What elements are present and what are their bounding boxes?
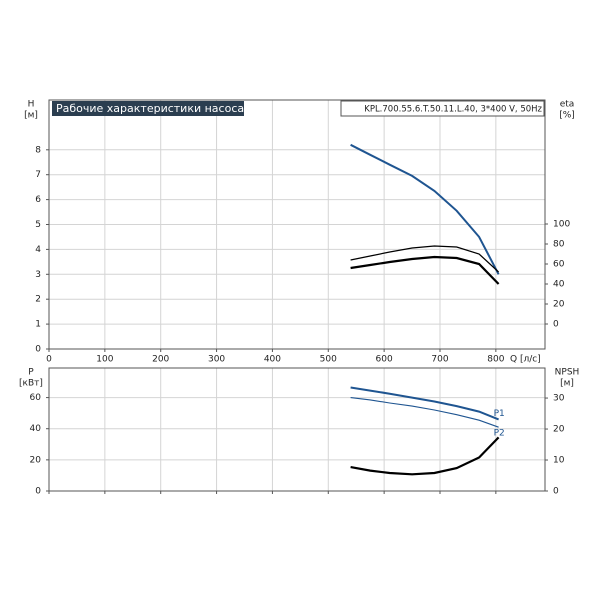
curve <box>350 436 500 476</box>
curve <box>350 386 499 421</box>
y2-tick-label: 0 <box>553 487 559 497</box>
x-tick-label: 600 <box>376 355 393 365</box>
curve <box>350 245 500 273</box>
y2-axis-label: eta <box>560 100 575 110</box>
curve <box>350 255 500 285</box>
curve <box>350 143 500 275</box>
y2-axis-label: NPSH <box>555 368 580 378</box>
y-tick-label: 20 <box>30 455 42 465</box>
y-tick-label: 0 <box>35 345 41 355</box>
title-box <box>52 101 244 116</box>
y-tick-label: 6 <box>35 195 41 205</box>
y-axis-label: P <box>28 368 34 378</box>
y-tick-label: 1 <box>35 320 41 330</box>
x-tick-label: 200 <box>152 355 169 365</box>
x-tick-label: 0 <box>46 355 52 365</box>
y-axis-unit: [м] <box>24 111 38 121</box>
series-label: P2 <box>494 429 505 439</box>
y-tick-label: 0 <box>35 487 41 497</box>
y2-tick-label: 0 <box>553 320 559 330</box>
y2-tick-label: 100 <box>553 220 570 230</box>
y2-tick-label: 40 <box>553 280 565 290</box>
x-axis-label: Q [л/с] <box>510 355 541 365</box>
model-label: KPL.700.55.6.T.50.11.L.40, 3*400 V, 50Hz <box>364 105 542 115</box>
y-tick-label: 3 <box>35 270 41 280</box>
y2-tick-label: 20 <box>553 425 565 435</box>
y-axis-label: H <box>28 100 35 110</box>
y-tick-label: 40 <box>30 424 42 434</box>
y2-tick-label: 30 <box>553 394 565 404</box>
x-tick-label: 500 <box>320 355 337 365</box>
y2-tick-label: 20 <box>553 300 565 310</box>
model-box <box>340 100 545 117</box>
y-axis-unit: [кВт] <box>19 379 43 389</box>
x-tick-label: 800 <box>487 355 504 365</box>
y-tick-label: 7 <box>35 170 41 180</box>
y2-axis-unit: [м] <box>560 379 574 389</box>
y2-tick-label: 10 <box>553 456 565 466</box>
series-label: P1 <box>494 409 505 419</box>
x-tick-label: 100 <box>96 355 113 365</box>
y-tick-label: 5 <box>35 220 41 230</box>
y2-tick-label: 60 <box>553 260 565 270</box>
y2-axis-unit: [%] <box>559 111 575 121</box>
y-tick-label: 2 <box>35 295 41 305</box>
x-tick-label: 400 <box>264 355 281 365</box>
plot-frame <box>48 367 546 492</box>
x-tick-label: 300 <box>208 355 225 365</box>
y-tick-label: 4 <box>35 245 41 255</box>
x-tick-label: 700 <box>431 355 448 365</box>
curve <box>350 397 499 428</box>
chart-title: Рабочие характеристики насоса <box>56 102 244 115</box>
y2-tick-label: 80 <box>553 240 565 250</box>
y-tick-label: 8 <box>35 145 41 155</box>
y-tick-label: 60 <box>30 393 42 403</box>
plot-frame <box>48 99 546 350</box>
